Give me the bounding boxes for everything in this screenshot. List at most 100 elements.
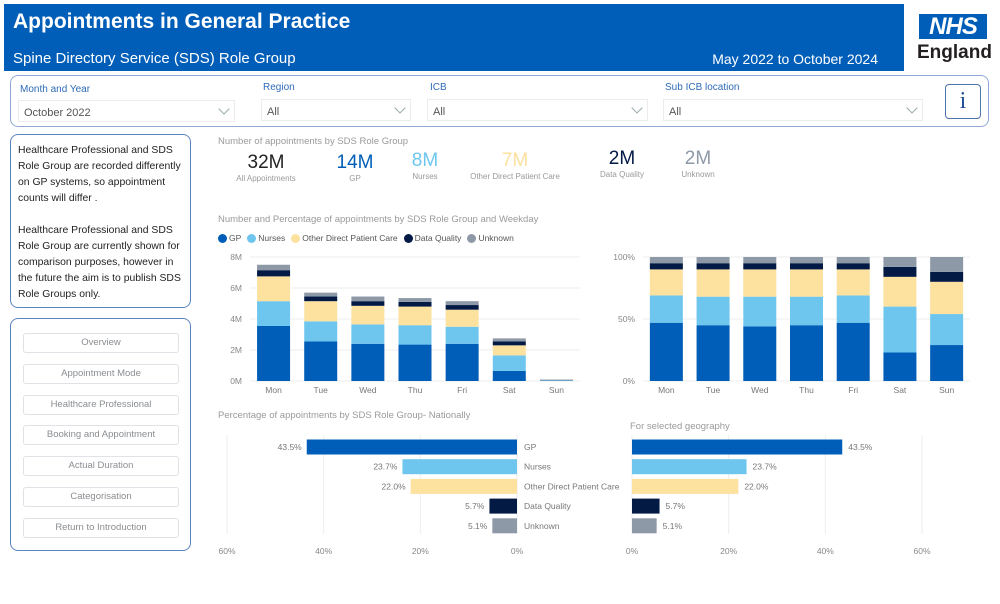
bar-segment-other-direct-patient-care[interactable] — [649, 269, 683, 296]
bar-segment-nurses[interactable] — [398, 325, 432, 345]
bar-segment-gp[interactable] — [743, 326, 777, 381]
bar-segment-unknown[interactable] — [883, 257, 917, 267]
bar-segment-other-direct-patient-care[interactable] — [445, 309, 479, 327]
bar-segment-nurses[interactable] — [696, 296, 730, 326]
bar-other-direct-patient-care[interactable] — [632, 478, 739, 494]
bar-segment-gp[interactable] — [304, 341, 338, 381]
bar-segment-gp[interactable] — [492, 370, 526, 381]
bar-data-quality[interactable] — [632, 498, 660, 514]
bar-segment-unknown[interactable] — [398, 298, 432, 302]
bar-nurses[interactable] — [632, 459, 747, 475]
bar-segment-nurses[interactable] — [836, 295, 870, 323]
bar-segment-unknown[interactable] — [257, 264, 291, 271]
y-tick-label: 0M — [230, 376, 242, 386]
bar-segment-gp[interactable] — [649, 322, 683, 381]
bar-segment-gp[interactable] — [883, 352, 917, 381]
note-paragraph-2: Healthcare Professional and SDS Role Gro… — [18, 225, 181, 300]
bar-segment-data-quality[interactable] — [398, 301, 432, 307]
bar-segment-data-quality[interactable] — [696, 263, 730, 270]
nav-healthcare-professional-button[interactable]: Healthcare Professional — [23, 395, 179, 415]
bar-segment-other-direct-patient-care[interactable] — [492, 345, 526, 356]
bar-segment-data-quality[interactable] — [492, 341, 526, 346]
bar-data-quality[interactable] — [489, 498, 517, 514]
bar-gp[interactable] — [306, 439, 517, 455]
bar-unknown[interactable] — [492, 518, 517, 534]
bar-segment-data-quality[interactable] — [790, 263, 823, 270]
bar-segment-gp[interactable] — [351, 343, 385, 381]
bar-segment-nurses[interactable] — [883, 306, 917, 353]
kpi-value: 2M — [684, 148, 712, 169]
bar-segment-nurses[interactable] — [930, 314, 964, 346]
bar-segment-gp[interactable] — [257, 325, 291, 381]
legend-label: Data Quality — [414, 233, 462, 243]
bar-nurses[interactable] — [402, 459, 517, 475]
bar-segment-other-direct-patient-care[interactable] — [304, 301, 338, 322]
bar-segment-gp[interactable] — [445, 343, 479, 381]
legend-item-unknown[interactable]: Unknown — [467, 233, 514, 243]
legend-item-gp[interactable]: GP — [218, 233, 241, 243]
region-dropdown[interactable]: All — [261, 99, 411, 121]
bar-segment-nurses[interactable] — [351, 324, 385, 344]
bar-segment-data-quality[interactable] — [351, 301, 385, 306]
bar-segment-gp[interactable] — [696, 325, 730, 381]
bar-segment-other-direct-patient-care[interactable] — [930, 281, 964, 315]
bar-segment-other-direct-patient-care[interactable] — [398, 306, 432, 326]
bar-segment-other-direct-patient-care[interactable] — [883, 276, 917, 307]
bar-segment-nurses[interactable] — [257, 301, 291, 326]
bar-segment-unknown[interactable] — [649, 257, 683, 264]
info-button[interactable]: i — [945, 84, 981, 119]
bar-segment-nurses[interactable] — [790, 296, 823, 326]
x-tick-label: 40% — [315, 546, 332, 556]
bar-segment-other-direct-patient-care[interactable] — [351, 305, 385, 325]
bar-segment-unknown[interactable] — [304, 292, 338, 297]
nav-appointment-mode-button[interactable]: Appointment Mode — [23, 364, 179, 384]
x-tick-label: Mon — [658, 385, 675, 395]
bar-segment-data-quality[interactable] — [930, 271, 964, 282]
nav-booking-appointment-button[interactable]: Booking and Appointment — [23, 425, 179, 445]
bar-segment-other-direct-patient-care[interactable] — [836, 269, 870, 296]
bar-segment-gp[interactable] — [930, 345, 964, 381]
nav-categorisation-button[interactable]: Categorisation — [23, 487, 179, 507]
legend-item-data-quality[interactable]: Data Quality — [403, 233, 462, 243]
bar-segment-gp[interactable] — [836, 322, 870, 381]
bar-segment-data-quality[interactable] — [836, 263, 870, 270]
nav-return-introduction-button[interactable]: Return to Introduction — [23, 518, 179, 538]
bar-unknown[interactable] — [632, 518, 657, 534]
bar-segment-unknown[interactable] — [445, 301, 479, 306]
bar-segment-other-direct-patient-care[interactable] — [790, 269, 823, 297]
legend-item-other[interactable]: Other Direct Patient Care — [291, 233, 398, 243]
bar-segment-other-direct-patient-care[interactable] — [696, 269, 730, 297]
bar-segment-unknown[interactable] — [351, 296, 385, 302]
bar-segment-data-quality[interactable] — [445, 305, 479, 310]
bar-segment-nurses[interactable] — [304, 321, 338, 342]
legend-item-nurses[interactable]: Nurses — [247, 233, 285, 243]
nav-overview-button[interactable]: Overview — [23, 333, 179, 353]
bar-segment-gp[interactable] — [790, 325, 823, 381]
bar-segment-data-quality[interactable] — [883, 266, 917, 277]
bar-segment-unknown[interactable] — [743, 257, 777, 264]
sub-icb-dropdown[interactable]: All — [663, 99, 923, 121]
bar-segment-data-quality[interactable] — [304, 296, 338, 302]
bar-segment-unknown[interactable] — [790, 257, 823, 264]
x-tick-label: Tue — [314, 385, 329, 395]
bar-segment-unknown[interactable] — [930, 257, 964, 272]
month-year-dropdown[interactable]: October 2022 — [18, 100, 235, 122]
bar-segment-unknown[interactable] — [836, 257, 870, 264]
bar-segment-nurses[interactable] — [649, 295, 683, 323]
bar-segment-unknown[interactable] — [492, 338, 526, 342]
nav-actual-duration-button[interactable]: Actual Duration — [23, 456, 179, 476]
bar-segment-nurses[interactable] — [445, 326, 479, 344]
bar-segment-data-quality[interactable] — [649, 263, 683, 270]
bar-segment-data-quality[interactable] — [743, 263, 777, 270]
bar-other-direct-patient-care[interactable] — [410, 478, 517, 494]
bar-gp[interactable] — [632, 439, 843, 455]
bar-segment-other-direct-patient-care[interactable] — [743, 269, 777, 297]
bar-segment-other-direct-patient-care[interactable] — [257, 276, 291, 302]
icb-dropdown[interactable]: All — [427, 99, 648, 121]
bar-segment-unknown[interactable] — [696, 257, 730, 264]
bar-segment-gp[interactable] — [398, 344, 432, 381]
kpi-other-direct-patient-care: 7M Other Direct Patient Care — [465, 150, 565, 181]
bar-segment-nurses[interactable] — [492, 355, 526, 371]
bar-segment-nurses[interactable] — [743, 296, 777, 327]
bar-segment-data-quality[interactable] — [257, 270, 291, 277]
